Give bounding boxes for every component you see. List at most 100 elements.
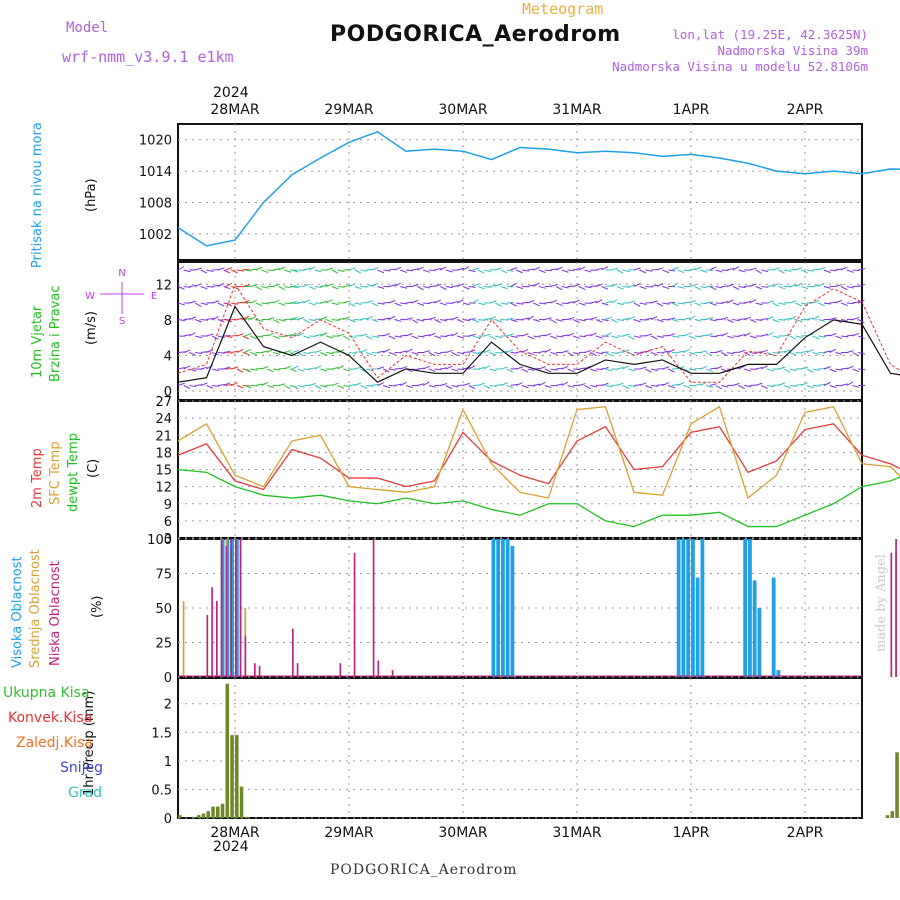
legend-snow: Snijeg [60,760,104,776]
wind-barb [261,269,269,273]
wind-barb [700,302,708,305]
wind-barb [303,368,311,371]
wind-barb [840,266,848,271]
wind-barb [314,349,322,353]
wind-barb [261,350,269,353]
wind-barb [601,302,609,306]
wind-barb [183,333,191,337]
wind-barb [250,352,258,356]
x-tick-top: 28MAR [210,102,259,118]
wind-barb [662,382,670,386]
wind-barb [278,367,286,370]
wind-barb [590,301,598,304]
wind-barb [194,283,202,287]
wind-barb [533,302,540,307]
wind-barb [550,368,558,371]
wind-barb [194,335,202,339]
wind-barb [325,299,333,304]
wind-barb [489,385,497,387]
wind-barb [244,385,252,389]
wind-barb [451,385,459,388]
high-cloud-bar [491,539,496,677]
wind-barb [715,350,723,353]
wind-barb [284,385,291,390]
wind-barb [550,268,558,271]
wind-barb [278,319,286,322]
low-cloud-bar [225,545,228,677]
wind-barb [337,286,345,288]
wind-barb [231,286,239,290]
wind-barb [371,282,379,287]
wind-barb [829,301,837,304]
wind-barb [354,269,362,274]
wind-barb [495,335,503,339]
wind-barb [662,286,670,290]
wind-barb [823,381,831,386]
y-tick: 12 [155,278,172,293]
wind-barb [800,269,808,274]
wind-barb [411,335,419,340]
wind-barb [177,302,185,306]
wind-barb [689,268,697,271]
wind-barb [267,332,274,337]
y-tick: 75 [155,568,172,583]
wind-barb [360,317,368,320]
wind-barb [261,366,269,370]
y-tick: 2 [164,698,172,713]
y-tick: 0 [164,812,172,827]
wind-barb [852,352,859,357]
wind-barb [789,352,797,356]
wind-barb [483,349,491,353]
wind-barb [326,267,334,271]
wind-barb [189,352,197,356]
wind-barb [567,368,575,373]
wind-barb [250,268,258,271]
wind-barb [337,333,345,337]
wind-barb [677,350,685,353]
wind-barb [590,352,597,357]
compass-e: E [151,291,157,302]
wind-barb [572,319,580,324]
wind-barb [700,286,708,289]
wind-barb [766,316,774,320]
wind-barb [726,335,734,339]
wind-barb [633,302,641,307]
gust-line [177,283,900,383]
legend-frozen: Zaledj.Kisa [16,735,93,751]
wind-barb [818,302,825,307]
high-cloud-bar [748,539,752,677]
wind-barb [348,335,356,339]
wind-barb [726,267,735,271]
wind-barb [573,283,580,287]
wind-barb [506,317,514,320]
wind-barb [823,334,832,337]
wind-barb [840,383,849,386]
wind-barb [616,319,624,321]
wind-barb [236,368,244,373]
wind-barb [683,301,691,304]
wind-barb [495,283,502,287]
wind-barb [225,282,232,287]
wind-barb [417,266,424,271]
wind-barb [662,366,670,370]
wind-barb [267,269,275,272]
wind-barb [858,368,866,371]
wind-barb [622,365,629,370]
wind-barb [789,368,797,372]
wind-barb [778,366,786,370]
wind-barb [852,316,860,320]
wind-barb [709,302,717,306]
y-tick: 8 [164,314,172,329]
wind-barb [394,319,402,322]
wind-barb [417,286,424,291]
wind-barb [297,332,305,337]
precip-bar [211,806,215,818]
wind-barb [236,269,244,272]
wind-barb [628,284,636,287]
wind-barb [211,316,219,320]
wind-barb [556,367,564,370]
wind-barb [688,299,696,304]
wind-barb [755,366,763,370]
wind-barb [533,319,541,322]
wind-barb [506,385,514,389]
